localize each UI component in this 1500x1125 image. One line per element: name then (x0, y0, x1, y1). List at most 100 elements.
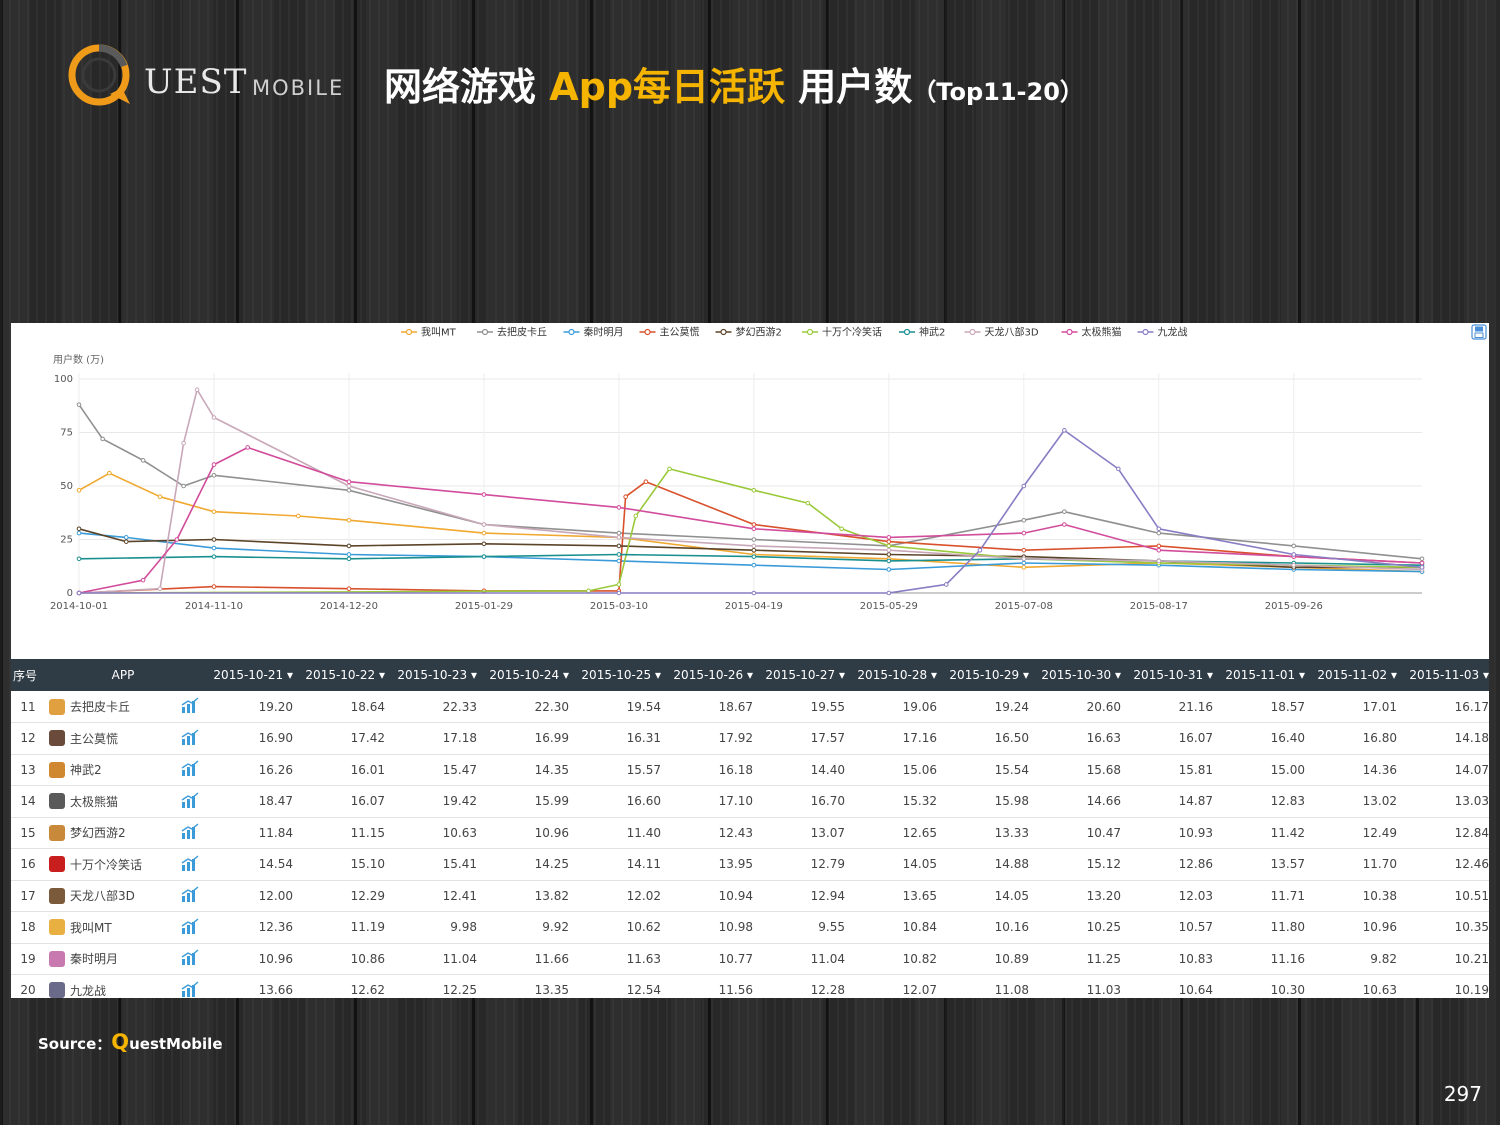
y-tick-label: 75 (60, 428, 73, 439)
dau-value-cell: 17.92 (718, 731, 753, 746)
dau-value-cell: 11.84 (258, 825, 293, 840)
dau-value-cell: 18.47 (258, 794, 293, 809)
app-name: 主公莫慌 (70, 731, 119, 746)
dau-value-cell: 16.17 (1454, 699, 1489, 714)
table-row: 14 太极熊猫 18.47 16.07 19.42 15.99 16.60 17.10 16.7… (11, 786, 1489, 818)
date-column-header[interactable]: 2015-11-03 ▾ (1409, 668, 1489, 682)
table-row: 18 我叫MT 12.36 11.19 9.98 9.92 10.62 10.98 9.55 10… (11, 912, 1489, 944)
date-column-header[interactable]: 2015-10-26 ▾ (673, 668, 753, 682)
dau-value-cell: 9.92 (542, 920, 569, 935)
app-cell: 天龙八部3D (45, 880, 181, 912)
date-column-header[interactable]: 2015-10-30 ▾ (1041, 668, 1121, 682)
date-column-header[interactable]: 2015-11-02 ▾ (1317, 668, 1397, 682)
trend-chart-icon[interactable] (181, 975, 207, 999)
legend-marker (1142, 328, 1149, 336)
legend-label: 十万个冷笑话 (822, 326, 882, 339)
dau-value-cell: 13.82 (534, 888, 569, 903)
data-point (1291, 562, 1297, 568)
dau-value-cell: 10.16 (994, 920, 1029, 935)
trend-chart-icon[interactable] (181, 723, 207, 755)
trend-chart-icon[interactable] (181, 786, 207, 818)
data-point (1021, 483, 1027, 489)
data-table-container[interactable]: 序号 APP 2015-10-21 ▾ 2015-10-22 ▾ 2015-10-23 … (11, 659, 1489, 998)
dau-value-cell: 11.16 (1270, 951, 1305, 966)
dau-value-cell: 15.06 (902, 762, 937, 777)
legend-label: 太极熊猫 (1082, 326, 1122, 339)
trend-chart-icon[interactable] (181, 691, 207, 723)
dau-value-cell: 12.07 (902, 983, 937, 998)
dau-value-cell: 15.99 (534, 794, 569, 809)
data-point (1021, 560, 1027, 566)
dau-value-cell: 17.01 (1362, 699, 1397, 714)
app-name: 梦幻西游2 (70, 826, 126, 841)
data-point (346, 479, 352, 485)
dau-value-cell: 22.33 (442, 699, 477, 714)
data-point (481, 541, 487, 547)
dau-value-cell: 14.54 (258, 857, 293, 872)
dau-value-cell: 14.11 (626, 857, 661, 872)
trend-chart-icon[interactable] (181, 849, 207, 881)
data-point (1419, 560, 1425, 566)
trend-chart-icon[interactable] (181, 912, 207, 944)
dau-value-cell: 11.71 (1270, 888, 1305, 903)
dau-value-cell: 15.57 (626, 762, 661, 777)
dau-value-cell: 10.98 (718, 920, 753, 935)
page-number: 297 (1443, 1082, 1482, 1106)
trend-chart-icon[interactable] (181, 754, 207, 786)
data-point (346, 552, 352, 557)
dau-value-cell: 10.19 (1454, 983, 1489, 998)
dau-value-cell: 18.57 (1270, 699, 1305, 714)
data-point (346, 543, 352, 549)
data-point (1156, 543, 1162, 549)
series-line (78, 388, 1423, 594)
data-point (211, 545, 217, 551)
data-point (886, 543, 892, 549)
trend-chart-icon[interactable] (181, 817, 207, 849)
data-point (211, 462, 217, 467)
date-column-header[interactable]: 2015-10-29 ▾ (949, 668, 1029, 682)
data-point (886, 535, 892, 540)
dau-value-cell: 15.10 (350, 857, 385, 872)
app-name: 秦时明月 (70, 952, 119, 967)
legend-label: 去把皮卡丘 (497, 326, 547, 339)
date-column-header[interactable]: 2015-10-22 ▾ (305, 668, 385, 682)
dau-value-cell: 11.56 (718, 983, 753, 998)
x-tick-label: 2015-08-17 (1130, 601, 1188, 612)
dau-value-cell: 16.26 (258, 762, 293, 777)
dau-value-cell: 16.07 (350, 794, 385, 809)
rank-cell: 20 (20, 983, 36, 998)
date-column-header[interactable]: 2015-10-21 ▾ (213, 668, 293, 682)
data-point (633, 513, 639, 519)
trend-chart-icon[interactable] (181, 880, 207, 912)
date-column-header[interactable]: 2015-11-01 ▾ (1225, 668, 1305, 682)
rank-cell: 11 (20, 699, 36, 714)
dau-value-cell: 16.07 (1178, 731, 1213, 746)
data-point (1419, 565, 1425, 570)
dau-value-cell: 11.66 (534, 951, 569, 966)
data-point (211, 584, 217, 589)
date-column-header[interactable]: 2015-10-31 ▾ (1133, 668, 1213, 682)
dau-value-cell: 9.55 (818, 920, 845, 935)
date-column-header[interactable]: 2015-10-27 ▾ (765, 668, 845, 682)
dau-value-cell: 13.20 (1086, 888, 1121, 903)
dau-value-cell: 11.63 (626, 951, 661, 966)
dau-value-cell: 11.04 (442, 951, 477, 966)
legend-marker (568, 328, 575, 336)
trend-chart-icon[interactable] (181, 943, 207, 975)
save-icon[interactable] (1471, 324, 1487, 340)
date-column-header[interactable]: 2015-10-23 ▾ (397, 668, 477, 682)
source-label: Source： (38, 1035, 112, 1053)
date-column-header[interactable]: 2015-10-28 ▾ (857, 668, 937, 682)
dau-value-cell: 12.83 (1270, 794, 1305, 809)
dau-value-cell: 10.47 (1086, 825, 1121, 840)
dau-value-cell: 10.96 (534, 825, 569, 840)
data-point (211, 537, 217, 542)
dau-value-cell: 13.35 (534, 983, 569, 998)
dau-value-cell: 19.54 (626, 699, 661, 714)
date-column-header[interactable]: 2015-10-25 ▾ (581, 668, 661, 682)
data-point (76, 487, 82, 493)
dau-value-cell: 11.40 (626, 825, 661, 840)
y-tick-label: 25 (60, 535, 73, 546)
date-column-header[interactable]: 2015-10-24 ▾ (489, 668, 569, 682)
dau-value-cell: 12.49 (1362, 825, 1397, 840)
